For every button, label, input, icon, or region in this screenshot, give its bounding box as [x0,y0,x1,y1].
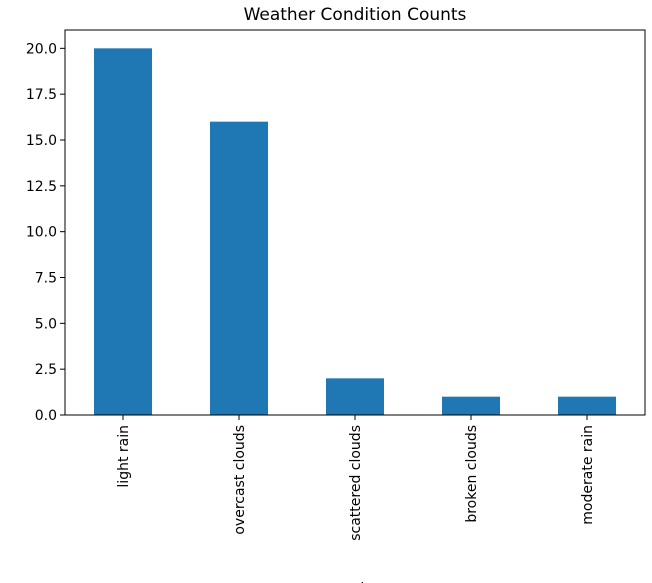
chart-title: Weather Condition Counts [244,5,467,25]
y-tick-label: 7.5 [35,271,57,287]
y-tick-label: 0.0 [35,408,57,424]
plot-frame [64,29,646,416]
bar-light-rain [94,48,152,415]
bar-moderate-rain [558,396,616,415]
x-axis-label: weather [326,581,384,583]
y-tick-label: 12.5 [26,179,57,195]
x-tick-label: scattered clouds [348,425,364,541]
y-tick-label: 2.5 [35,362,57,378]
y-tick-label: 17.5 [26,87,57,103]
bars-group [94,48,616,416]
x-tick-label: light rain [116,425,132,488]
y-tick-label: 10.0 [26,225,57,241]
x-tick-label: broken clouds [464,425,480,523]
bar-scattered-clouds [326,378,384,415]
bar-overcast-clouds [210,121,268,416]
y-axis: 0.0 2.5 5.0 7.5 10.0 12.5 15.0 17.5 20.0 [26,41,65,424]
y-tick-label: 20.0 [26,41,57,57]
x-tick-label: overcast clouds [232,425,248,535]
bar-broken-clouds [442,396,500,415]
y-tick-label: 5.0 [35,316,57,332]
y-tick-label: 15.0 [26,133,57,149]
x-axis: light rain overcast clouds scattered cloud… [116,415,596,541]
x-tick-label: moderate rain [580,425,596,525]
